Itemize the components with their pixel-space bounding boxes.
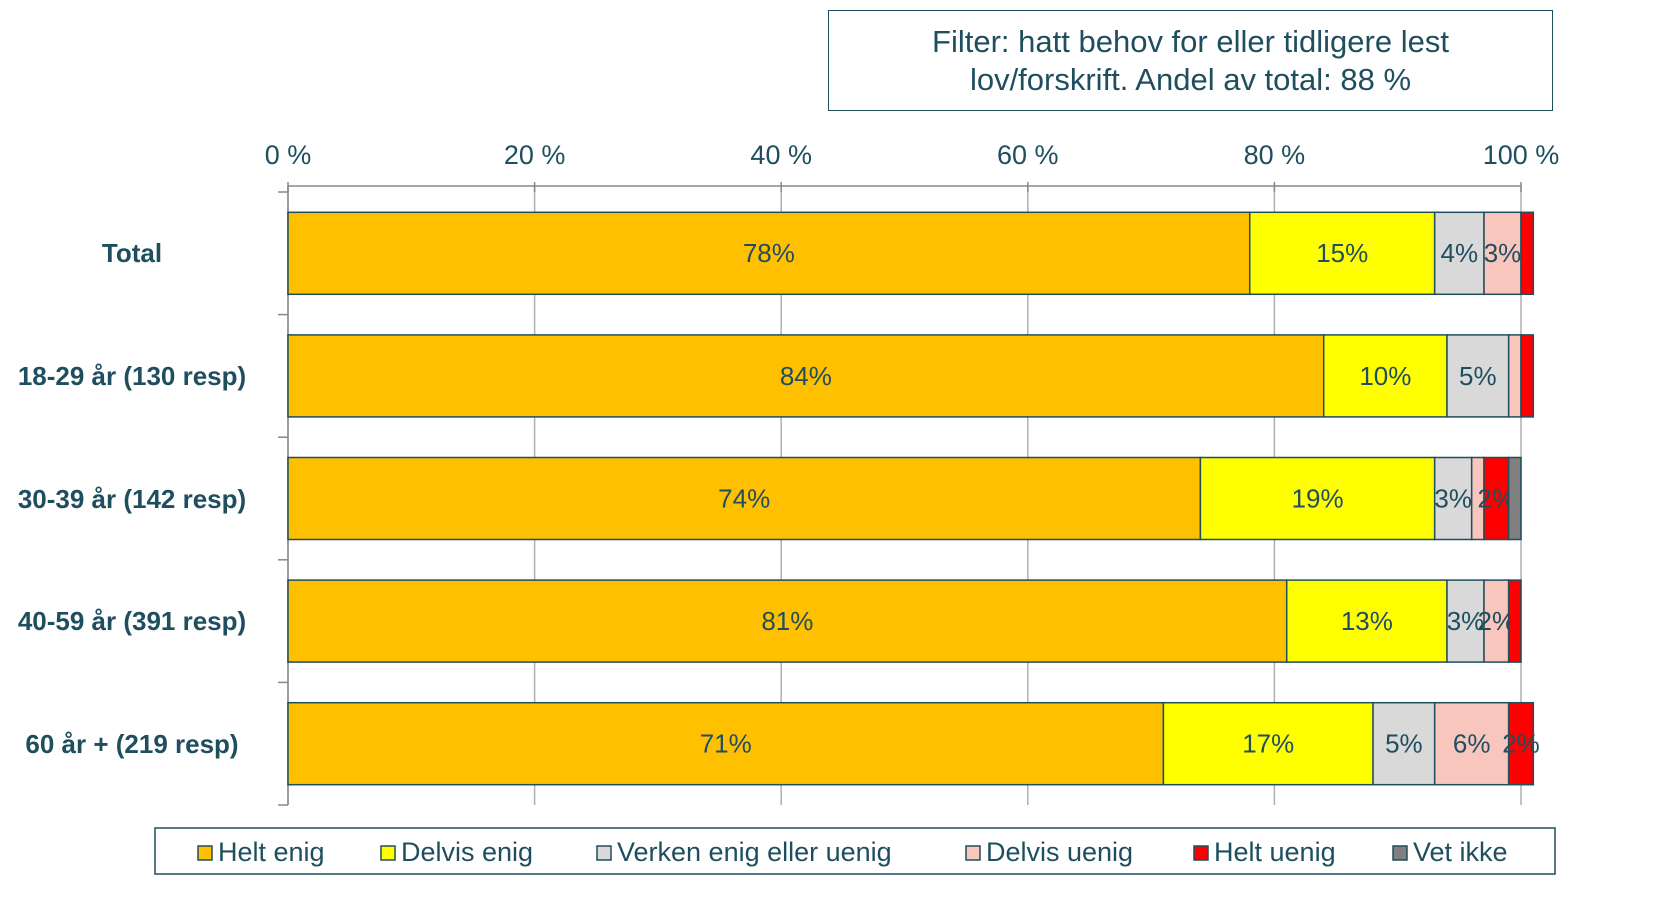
data-label: 13% bbox=[1341, 606, 1393, 636]
bar-segment bbox=[1520, 334, 1535, 418]
bar-segment bbox=[1162, 701, 1374, 786]
data-label: 3% bbox=[1484, 238, 1522, 268]
legend-swatch bbox=[380, 845, 396, 861]
bar-segment bbox=[287, 579, 1288, 663]
bar-segment bbox=[1507, 334, 1522, 418]
data-label: 15% bbox=[1316, 238, 1368, 268]
data-label: 4% bbox=[1441, 238, 1479, 268]
data-label: 81% bbox=[761, 606, 813, 636]
data-label: 84% bbox=[780, 361, 832, 391]
legend-label: Delvis uenig bbox=[986, 837, 1133, 867]
bar-segment bbox=[1372, 701, 1436, 786]
category-label: Total bbox=[101, 238, 163, 269]
bar-segment bbox=[1483, 456, 1510, 541]
bar-segment bbox=[1285, 579, 1448, 663]
data-label: 78% bbox=[743, 238, 795, 268]
data-label: 6% bbox=[1453, 729, 1491, 759]
legend-swatch bbox=[596, 845, 612, 861]
data-label: 74% bbox=[718, 483, 770, 513]
bar-segment bbox=[1507, 456, 1522, 541]
data-label: 10% bbox=[1359, 361, 1411, 391]
legend-swatch bbox=[197, 845, 213, 861]
data-label: 17% bbox=[1242, 729, 1294, 759]
legend-swatch bbox=[1392, 845, 1408, 861]
x-tick-label: 40 % bbox=[750, 140, 812, 170]
data-label: 71% bbox=[700, 729, 752, 759]
bar-segment bbox=[1507, 701, 1535, 786]
bar-segment bbox=[287, 334, 1325, 418]
x-tick-label: 80 % bbox=[1244, 140, 1306, 170]
filter-note: Filter: hatt behov for eller tidligere l… bbox=[828, 10, 1553, 111]
legend-label: Vet ikke bbox=[1413, 837, 1508, 867]
data-label: 5% bbox=[1385, 729, 1423, 759]
category-label: 30-39 år (142 resp) bbox=[17, 483, 247, 514]
legend-label: Verken enig eller uenig bbox=[617, 837, 892, 867]
bar-segment bbox=[1248, 211, 1436, 296]
x-tick-label: 20 % bbox=[504, 140, 566, 170]
category-label: 18-29 år (130 resp) bbox=[17, 360, 247, 391]
x-tick-label: 100 % bbox=[1483, 140, 1560, 170]
category-label: 40-59 år (391 resp) bbox=[17, 606, 247, 637]
bar-segment bbox=[1446, 579, 1485, 663]
bar-segment bbox=[287, 211, 1251, 296]
bar-segment bbox=[1483, 579, 1510, 663]
data-label: 5% bbox=[1459, 361, 1497, 391]
bar-segment bbox=[1520, 211, 1535, 296]
data-label: 3% bbox=[1434, 483, 1472, 513]
data-label: 2% bbox=[1502, 729, 1540, 759]
legend-label: Helt enig bbox=[218, 837, 325, 867]
x-tick-label: 0 % bbox=[265, 140, 312, 170]
data-label: 3% bbox=[1447, 606, 1485, 636]
bar-segment bbox=[1433, 211, 1485, 296]
bar-segment bbox=[287, 456, 1202, 541]
bar-segment bbox=[1507, 579, 1522, 663]
legend-label: Helt uenig bbox=[1214, 837, 1336, 867]
legend-swatch bbox=[965, 845, 981, 861]
legend-label: Delvis enig bbox=[401, 837, 533, 867]
category-label: 60 år + (219 resp) bbox=[25, 728, 239, 759]
bar-segment bbox=[1322, 334, 1448, 418]
x-tick-label: 60 % bbox=[997, 140, 1059, 170]
legend-swatch bbox=[1193, 845, 1209, 861]
data-label: 19% bbox=[1292, 483, 1344, 513]
bar-segment bbox=[1433, 456, 1473, 541]
bar-segment bbox=[1199, 456, 1436, 541]
